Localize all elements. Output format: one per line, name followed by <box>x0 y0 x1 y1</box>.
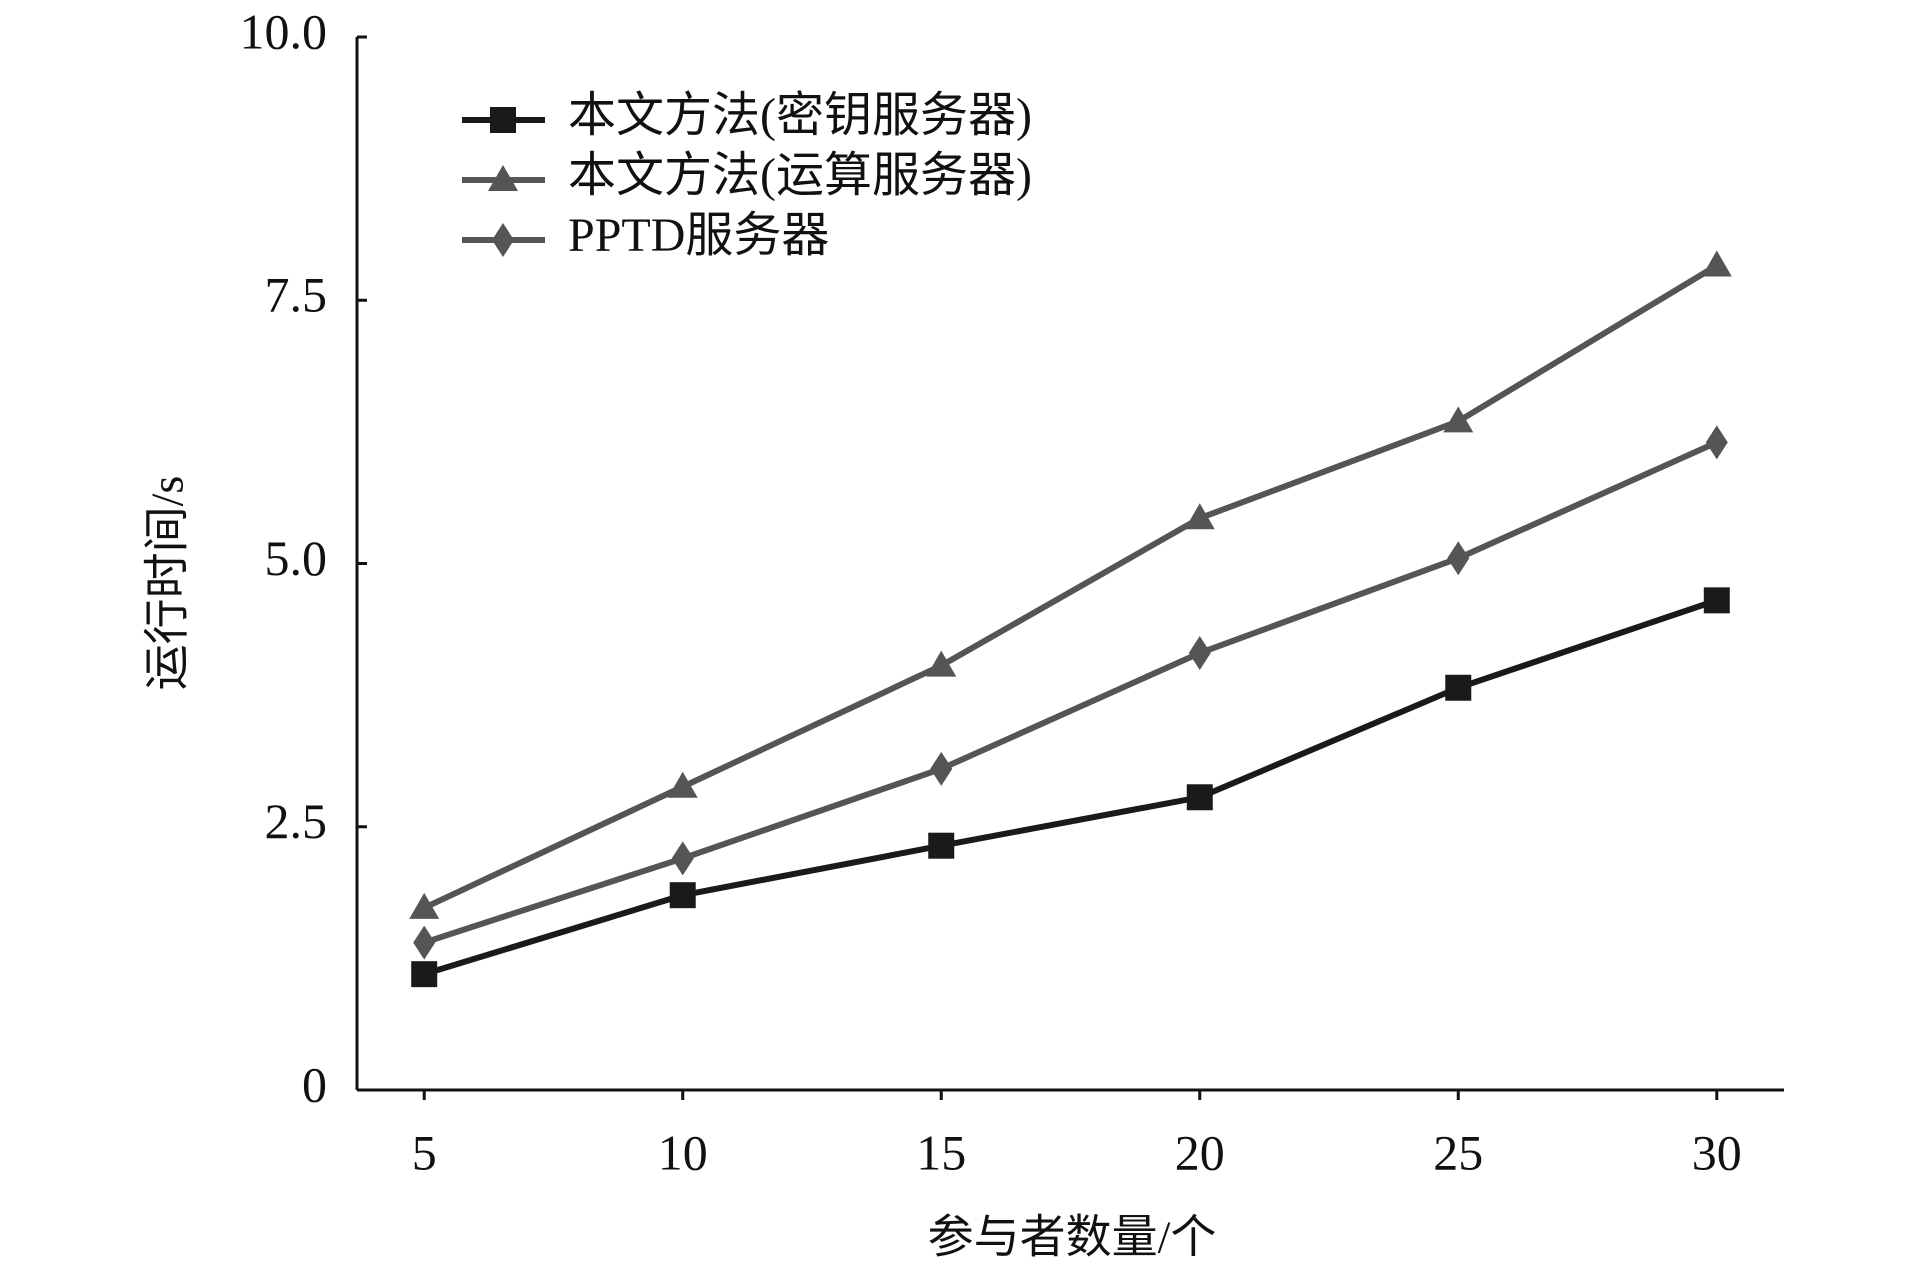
y-tick-label: 10.0 <box>240 3 328 59</box>
x-tick-label: 5 <box>412 1124 437 1180</box>
legend-label: 本文方法(运算服务器) <box>568 149 1032 202</box>
marker <box>413 925 436 960</box>
marker <box>671 841 694 876</box>
legend-label: 本文方法(密钥服务器) <box>568 89 1032 142</box>
marker <box>1188 636 1211 671</box>
marker <box>667 771 698 798</box>
marker <box>928 832 955 859</box>
series-line <box>423 597 1718 978</box>
x-tick-label: 25 <box>1433 1124 1483 1180</box>
x-tick-label: 30 <box>1692 1124 1742 1180</box>
x-tick-label: 10 <box>658 1124 708 1180</box>
y-tick-label: 5.0 <box>265 530 328 586</box>
series-line <box>422 262 1719 911</box>
y-tick-label: 0 <box>302 1056 327 1112</box>
marker <box>409 892 440 919</box>
y-tick-label: 7.5 <box>265 267 328 323</box>
marker <box>1703 587 1730 614</box>
x-tick-label: 20 <box>1175 1124 1225 1180</box>
y-axis-title: 运行时间/s <box>142 476 193 691</box>
legend-marker <box>490 107 516 133</box>
x-tick-label: 15 <box>916 1124 966 1180</box>
marker <box>926 650 957 677</box>
marker <box>1701 250 1732 277</box>
marker <box>1705 425 1728 460</box>
marker <box>1445 674 1472 701</box>
marker <box>1186 784 1213 811</box>
marker <box>411 961 438 988</box>
legend-marker <box>488 165 518 191</box>
y-tick-label: 2.5 <box>265 793 328 849</box>
marker <box>1443 406 1474 433</box>
series-line <box>423 439 1719 946</box>
marker <box>930 751 953 786</box>
marker <box>1184 503 1215 530</box>
marker <box>1447 541 1470 576</box>
x-axis-title: 参与者数量/个 <box>928 1212 1217 1263</box>
legend-marker <box>492 223 514 257</box>
legend-label: PPTD服务器 <box>568 209 829 262</box>
marker <box>669 882 696 909</box>
